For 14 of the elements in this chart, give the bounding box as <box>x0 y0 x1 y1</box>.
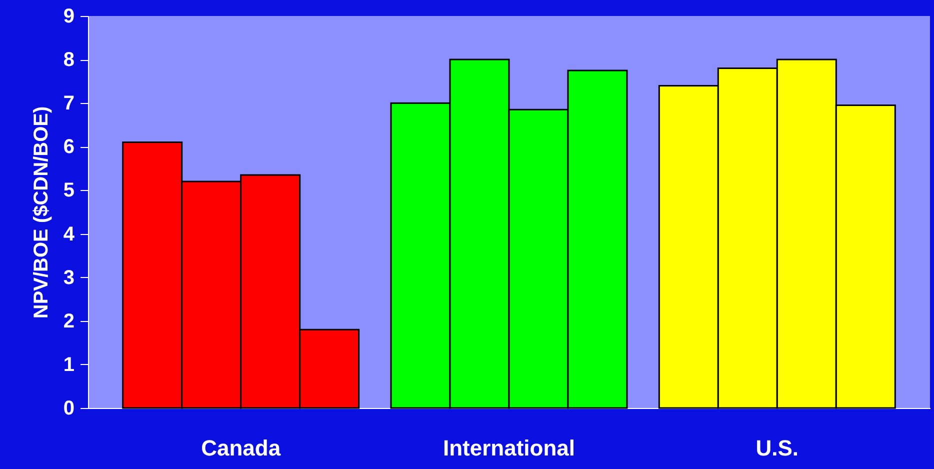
y-tick-label: 3 <box>63 266 74 289</box>
y-tick-label: 7 <box>63 92 74 115</box>
x-tick-label: U.S. <box>756 436 799 460</box>
y-tick-label: 2 <box>63 310 74 332</box>
x-tick-label: Canada <box>201 436 282 460</box>
y-tick-label: 1 <box>63 354 74 376</box>
y-tick-label: 5 <box>63 180 74 202</box>
y-tick-label: 8 <box>63 49 74 72</box>
y-tick-label: 6 <box>63 136 74 158</box>
y-tick-label: 9 <box>63 6 74 28</box>
y-axis-title: NPV/BOE ($CDN/BOE) <box>30 106 52 319</box>
y-tick-label: 4 <box>63 223 76 246</box>
x-tick-label: International <box>442 436 576 460</box>
y-tick-label: 0 <box>63 398 74 420</box>
